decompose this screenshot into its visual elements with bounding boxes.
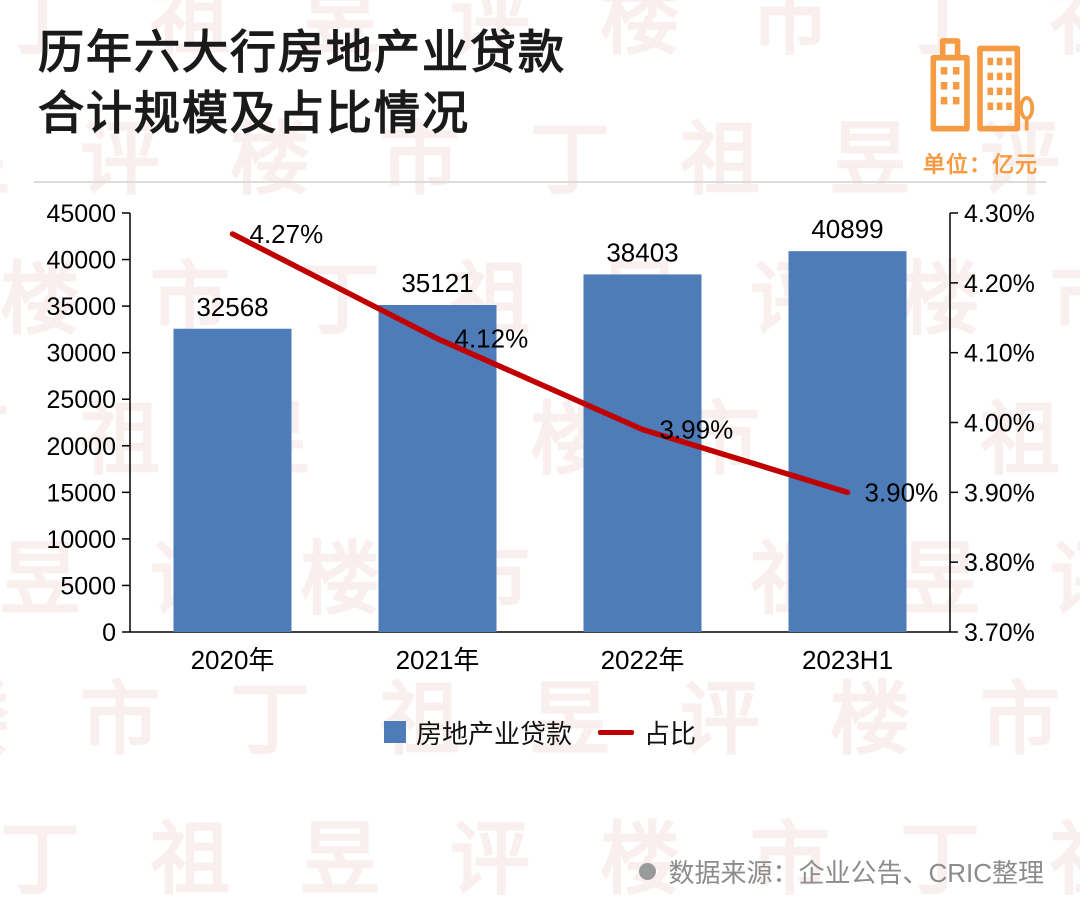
left-axis-tick-label: 40000: [46, 247, 116, 275]
right-axis-tick-label: 4.10%: [964, 340, 1035, 368]
data-source: 数据来源：企业公告、CRIC整理: [639, 853, 1044, 890]
left-axis-tick-label: 15000: [46, 479, 116, 507]
data-source-text: 数据来源：企业公告、CRIC整理: [668, 858, 1044, 888]
right-axis-tick-label: 4.20%: [964, 270, 1035, 298]
right-axis-tick-label: 3.90%: [964, 479, 1035, 507]
line-point-label: 4.27%: [250, 219, 324, 249]
line-point-label: 3.90%: [865, 477, 939, 507]
right-axis-tick-label: 4.00%: [964, 410, 1035, 438]
bar: [583, 274, 702, 632]
left-axis-tick-label: 45000: [46, 200, 116, 228]
legend: 房地产业贷款 占比: [0, 712, 1080, 752]
bar-value-label: 40899: [811, 214, 883, 244]
left-axis-tick-label: 20000: [46, 433, 116, 461]
buildings-icon: [924, 26, 1036, 138]
chart-canvas: 0 5000 10000 15000 20000 25000 30000 35000 40000…: [46, 200, 1035, 675]
header-divider: [34, 181, 1046, 183]
bar-value-label: 38403: [606, 237, 678, 267]
left-axis-tick-label: 0: [102, 619, 116, 647]
legend-item-ratio: 占比: [598, 714, 696, 751]
right-axis-tick-label: 3.80%: [964, 549, 1035, 577]
line-point-label: 4.12%: [455, 324, 529, 354]
page-title-line2: 合计规模及占比情况: [38, 86, 470, 139]
right-axis-tick-label: 4.30%: [964, 200, 1035, 228]
bar: [788, 251, 907, 632]
left-axis-tick-label: 10000: [46, 526, 116, 554]
x-axis-category-label: 2022年: [601, 645, 685, 675]
bar-legend-label: 房地产业贷款: [415, 718, 572, 749]
page-title: 历年六大行房地产业贷款 合计规模及占比情况: [38, 22, 566, 143]
line-legend-label: 占比: [644, 718, 697, 749]
page-title-line1: 历年六大行房地产业贷款: [38, 26, 566, 78]
legend-item-loans: 房地产业贷款: [383, 714, 572, 751]
x-axis-category-label: 2023H1: [802, 645, 893, 675]
line-legend-swatch-icon: [598, 729, 634, 735]
left-axis-tick-label: 35000: [46, 293, 116, 321]
unit-label: 单位：亿元: [922, 152, 1038, 177]
bar-value-label: 35121: [401, 268, 473, 298]
right-axis-tick-label: 3.70%: [964, 619, 1035, 647]
ratio-line: [229, 231, 851, 496]
x-axis-category-label: 2020年: [191, 645, 275, 675]
left-axis-tick-label: 5000: [60, 572, 116, 600]
x-axis-category-label: 2021年: [396, 645, 480, 675]
left-axis-tick-label: 30000: [46, 340, 116, 368]
bullet-dot-icon: [639, 863, 657, 880]
line-point-label: 3.99%: [660, 414, 734, 444]
bar-legend-swatch-icon: [383, 721, 406, 743]
bar-value-label: 32568: [196, 292, 268, 322]
bar: [173, 328, 292, 632]
left-axis-tick-label: 25000: [46, 386, 116, 414]
bar: [378, 304, 497, 632]
